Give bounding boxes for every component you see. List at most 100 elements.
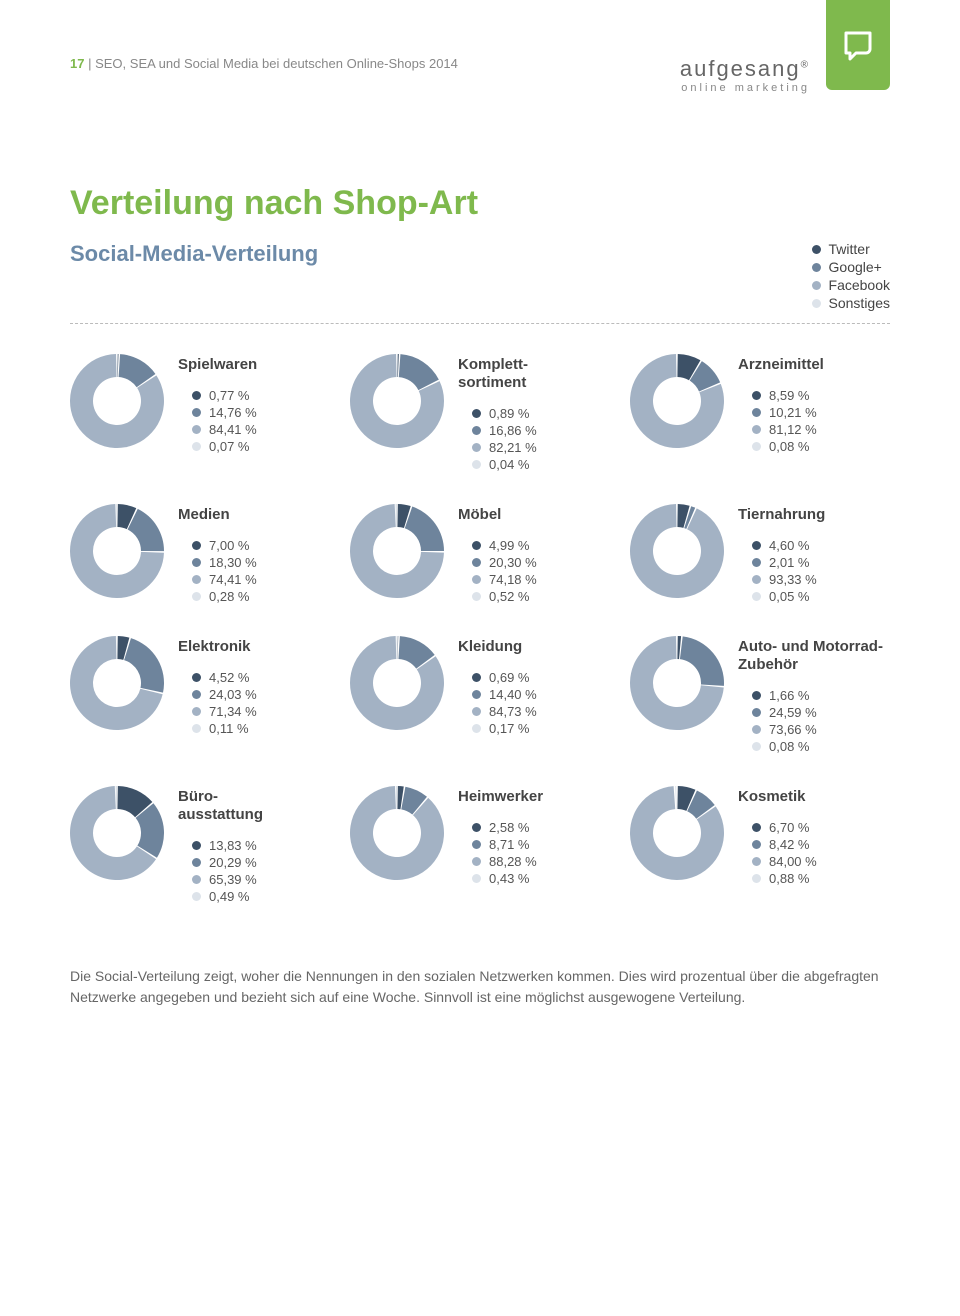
card-values: 2,58 %8,71 %88,28 %0,43 %	[458, 820, 610, 886]
chart-card: Möbel4,99 %20,30 %74,18 %0,52 %	[350, 504, 610, 606]
card-title: Auto- und Motorrad-Zubehör	[738, 638, 890, 674]
chart-card: Medien7,00 %18,30 %74,41 %0,28 %	[70, 504, 330, 606]
value-dot	[752, 592, 761, 601]
value-label: 8,42 %	[769, 837, 809, 852]
legend-label: Twitter	[829, 241, 870, 257]
value-label: 73,66 %	[769, 722, 817, 737]
value-label: 14,76 %	[209, 405, 257, 420]
value-dot	[472, 443, 481, 452]
value-label: 0,88 %	[769, 871, 809, 886]
card-values: 6,70 % 8,42 % 84,00 % 0,88 %	[738, 820, 890, 886]
brand-name: aufgesang®	[680, 56, 810, 82]
card-body: Tiernahrung4,60 %2,01 %93,33 %0,05 %	[738, 504, 890, 606]
page-number: 17	[70, 56, 84, 71]
card-body: Büro-ausstattung13,83 %20,29 %65,39 %0,4…	[178, 786, 330, 906]
value-dot	[192, 575, 201, 584]
value-dot	[752, 575, 761, 584]
value-dot	[472, 541, 481, 550]
card-title: Medien	[178, 506, 330, 524]
card-title: Kleidung	[458, 638, 610, 656]
donut-chart	[350, 636, 444, 730]
chart-card: Kleidung0,69 %14,40 %84,73 %0,17 %	[350, 636, 610, 756]
legend-dot	[812, 299, 821, 308]
page-title: Verteilung nach Shop-Art	[70, 184, 890, 223]
value-label: 71,34 %	[209, 704, 257, 719]
value-label: 7,00 %	[209, 538, 249, 553]
card-title: Tiernahrung	[738, 506, 890, 524]
value-label: 24,59 %	[769, 705, 817, 720]
value-row: 1,66 %	[738, 688, 890, 703]
donut-slice-google	[680, 636, 724, 686]
value-label: 8,59 %	[769, 388, 809, 403]
value-dot	[752, 742, 761, 751]
value-row: 6,70 %	[738, 820, 890, 835]
value-label: 65,39 %	[209, 872, 257, 887]
value-dot	[192, 425, 201, 434]
value-dot	[752, 708, 761, 717]
value-row: 14,76 %	[178, 405, 330, 420]
value-dot	[192, 592, 201, 601]
donut-chart	[70, 354, 164, 448]
value-label: 82,21 %	[489, 440, 537, 455]
card-body: Komplett-sortiment0,89 %16,86 %82,21 %0,…	[458, 354, 610, 474]
value-dot	[192, 858, 201, 867]
value-dot	[752, 541, 761, 550]
value-label: 0,08 %	[769, 439, 809, 454]
value-dot	[192, 724, 201, 733]
value-row: 81,12 %	[738, 422, 890, 437]
brand-badge	[826, 0, 890, 90]
value-row: 0,08 %	[738, 739, 890, 754]
value-row: 84,00 %	[738, 854, 890, 869]
value-label: 84,41 %	[209, 422, 257, 437]
value-dot	[752, 691, 761, 700]
legend-dot	[812, 245, 821, 254]
value-row: 0,69 %	[458, 670, 610, 685]
value-row: 0,89 %	[458, 406, 610, 421]
donut-chart	[350, 786, 444, 880]
value-dot	[192, 391, 201, 400]
value-dot	[752, 857, 761, 866]
value-row: 65,39 %	[178, 872, 330, 887]
legend-label: Facebook	[829, 277, 890, 293]
card-body: Auto- und Motorrad-Zubehör 1,66 % 24,59 % 7…	[738, 636, 890, 756]
value-label: 6,70 %	[769, 820, 809, 835]
donut-slice-other	[677, 504, 678, 527]
legend-label: Sonstiges	[829, 295, 890, 311]
card-body: Kosmetik6,70 %8,42 %84,00 %0,88 %	[738, 786, 890, 888]
donut-slice-other	[395, 504, 397, 527]
brand-block: aufgesang® online marketing	[680, 56, 810, 94]
value-dot	[192, 707, 201, 716]
value-row: 8,42 %	[738, 837, 890, 852]
value-dot	[752, 558, 761, 567]
value-row: 13,83 %	[178, 838, 330, 853]
value-dot	[472, 690, 481, 699]
value-label: 4,60 %	[769, 538, 809, 553]
chart-card: Kosmetik6,70 %8,42 %84,00 %0,88 %	[630, 786, 890, 906]
value-dot	[752, 442, 761, 451]
value-row: 4,60 %	[738, 538, 890, 553]
value-label: 0,05 %	[769, 589, 809, 604]
value-dot	[192, 541, 201, 550]
card-values: 8,59 % 10,21 % 81,12 % 0,08 %	[738, 388, 890, 454]
value-row: 71,34 %	[178, 704, 330, 719]
value-dot	[192, 875, 201, 884]
value-label: 10,21 %	[769, 405, 817, 420]
value-label: 0,28 %	[209, 589, 249, 604]
value-row: 0,11 %	[178, 721, 330, 736]
value-dot	[472, 840, 481, 849]
value-dot	[192, 892, 201, 901]
value-row: 0,52 %	[458, 589, 610, 604]
value-label: 74,41 %	[209, 572, 257, 587]
value-dot	[192, 690, 201, 699]
chart-card: Elektronik4,52 %24,03 %71,34 %0,11 %	[70, 636, 330, 756]
value-label: 0,07 %	[209, 439, 249, 454]
card-values: 0,77 %14,76 %84,41 %0,07 %	[178, 388, 330, 454]
value-row: 16,86 %	[458, 423, 610, 438]
value-row: 0,17 %	[458, 721, 610, 736]
value-label: 1,66 %	[769, 688, 809, 703]
donut-slice-other	[397, 354, 398, 377]
value-dot	[192, 408, 201, 417]
value-label: 0,43 %	[489, 871, 529, 886]
donut-slice-other	[677, 354, 678, 377]
value-dot	[472, 558, 481, 567]
